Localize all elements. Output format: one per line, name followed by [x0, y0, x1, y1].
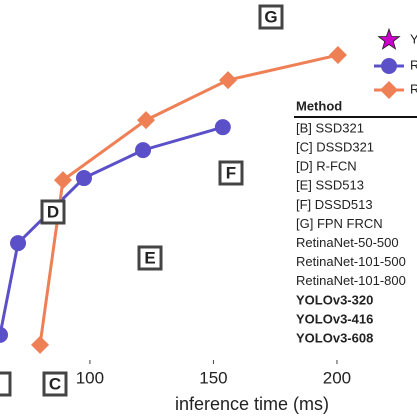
legend-label: RetinaNet-50	[410, 57, 417, 72]
annotation-label: F	[226, 163, 236, 182]
data-point	[135, 142, 152, 159]
series-line	[0, 125, 224, 336]
table-row: YOLOv3-608	[296, 331, 373, 346]
table-row: [C] DSSD321	[296, 140, 374, 155]
table-row: RetinaNet-50-500	[296, 235, 399, 250]
data-point	[0, 326, 8, 343]
table-row: [E] SSD513	[296, 178, 364, 193]
data-point	[53, 171, 72, 190]
legend-label: YOLOv3	[410, 31, 417, 46]
annotation-box	[258, 4, 284, 30]
x-axis-title: inference time (ms)	[175, 394, 329, 414]
annotation-label: D	[47, 202, 59, 221]
legend-label: RetinaNet-101	[410, 81, 417, 96]
table-row: [B] SSD321	[296, 120, 364, 135]
data-point	[10, 235, 27, 252]
x-tick-label: 200	[323, 368, 351, 387]
table-row: [F] DSSD513	[296, 197, 373, 212]
data-point	[75, 170, 92, 187]
annotation-box	[218, 160, 244, 186]
annotation-label: E	[144, 248, 155, 267]
data-point	[136, 111, 155, 130]
annotation-label: G	[264, 7, 277, 26]
annotation-box	[42, 371, 68, 397]
legend-marker	[377, 27, 401, 50]
data-point	[328, 46, 347, 65]
data-point	[31, 335, 50, 354]
annotation-box	[0, 371, 12, 397]
legend-marker	[380, 81, 398, 99]
table-row: [G] FPN FRCN	[296, 216, 383, 231]
table-row: YOLOv3-416	[296, 311, 373, 326]
annotation-box	[40, 199, 66, 225]
table-row: RetinaNet-101-500	[296, 254, 406, 269]
annotation-box	[137, 245, 163, 271]
table-header: Method	[296, 98, 342, 113]
table-row: YOLOv3-320	[296, 292, 373, 307]
x-tick-label: 150	[199, 368, 227, 387]
table-bg	[292, 118, 417, 350]
annotation-label: C	[49, 374, 61, 393]
x-tick-label: 100	[76, 368, 104, 387]
table-row: [D] R-FCN	[296, 159, 357, 174]
legend-marker	[381, 58, 397, 74]
table-row: RetinaNet-101-800	[296, 273, 406, 288]
data-point	[219, 71, 238, 90]
data-point	[214, 119, 231, 136]
